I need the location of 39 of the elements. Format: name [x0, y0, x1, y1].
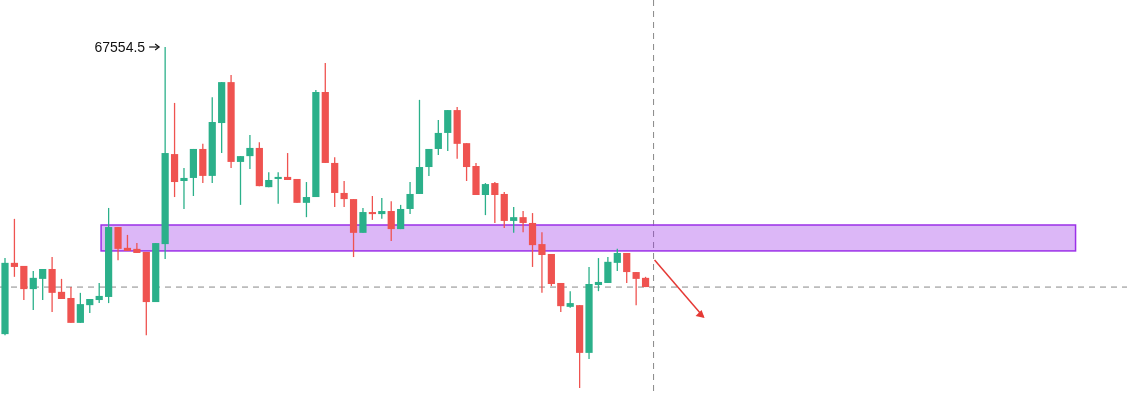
candlestick	[557, 282, 565, 313]
candlestick	[236, 155, 245, 206]
candlestick	[48, 256, 56, 313]
candlestick	[528, 212, 537, 268]
candlestick	[538, 231, 546, 294]
candlestick	[444, 109, 452, 152]
candlestick	[368, 195, 376, 221]
candlestick	[594, 257, 603, 292]
candlestick	[359, 207, 367, 234]
candlestick	[114, 226, 122, 261]
candlestick	[434, 119, 442, 156]
candlestick	[29, 270, 37, 311]
candlestick	[340, 180, 348, 208]
candlestick	[613, 248, 621, 272]
candlestick	[632, 271, 640, 306]
candlestick	[180, 167, 188, 210]
candlestick	[10, 218, 19, 278]
candlestick	[406, 181, 414, 215]
candlestick	[274, 171, 282, 205]
candlestick	[425, 148, 433, 177]
candlestick	[302, 181, 311, 218]
candlestick	[387, 200, 395, 242]
candlestick	[491, 181, 499, 224]
candlestick	[95, 282, 103, 304]
candlestick	[39, 268, 47, 301]
candlestick	[133, 242, 141, 254]
candlestick	[378, 197, 386, 220]
candlestick	[246, 134, 254, 170]
candlestick	[519, 210, 527, 233]
candlestick	[510, 206, 518, 234]
candlestick	[623, 252, 631, 284]
candlestick	[397, 204, 405, 230]
candlestick	[20, 265, 28, 301]
candlestick	[284, 152, 292, 181]
annotation: 67554.5	[94, 39, 146, 55]
candlestick	[604, 256, 612, 284]
candlestick	[462, 142, 471, 182]
candlestick	[76, 292, 84, 324]
candlestick	[481, 182, 490, 216]
